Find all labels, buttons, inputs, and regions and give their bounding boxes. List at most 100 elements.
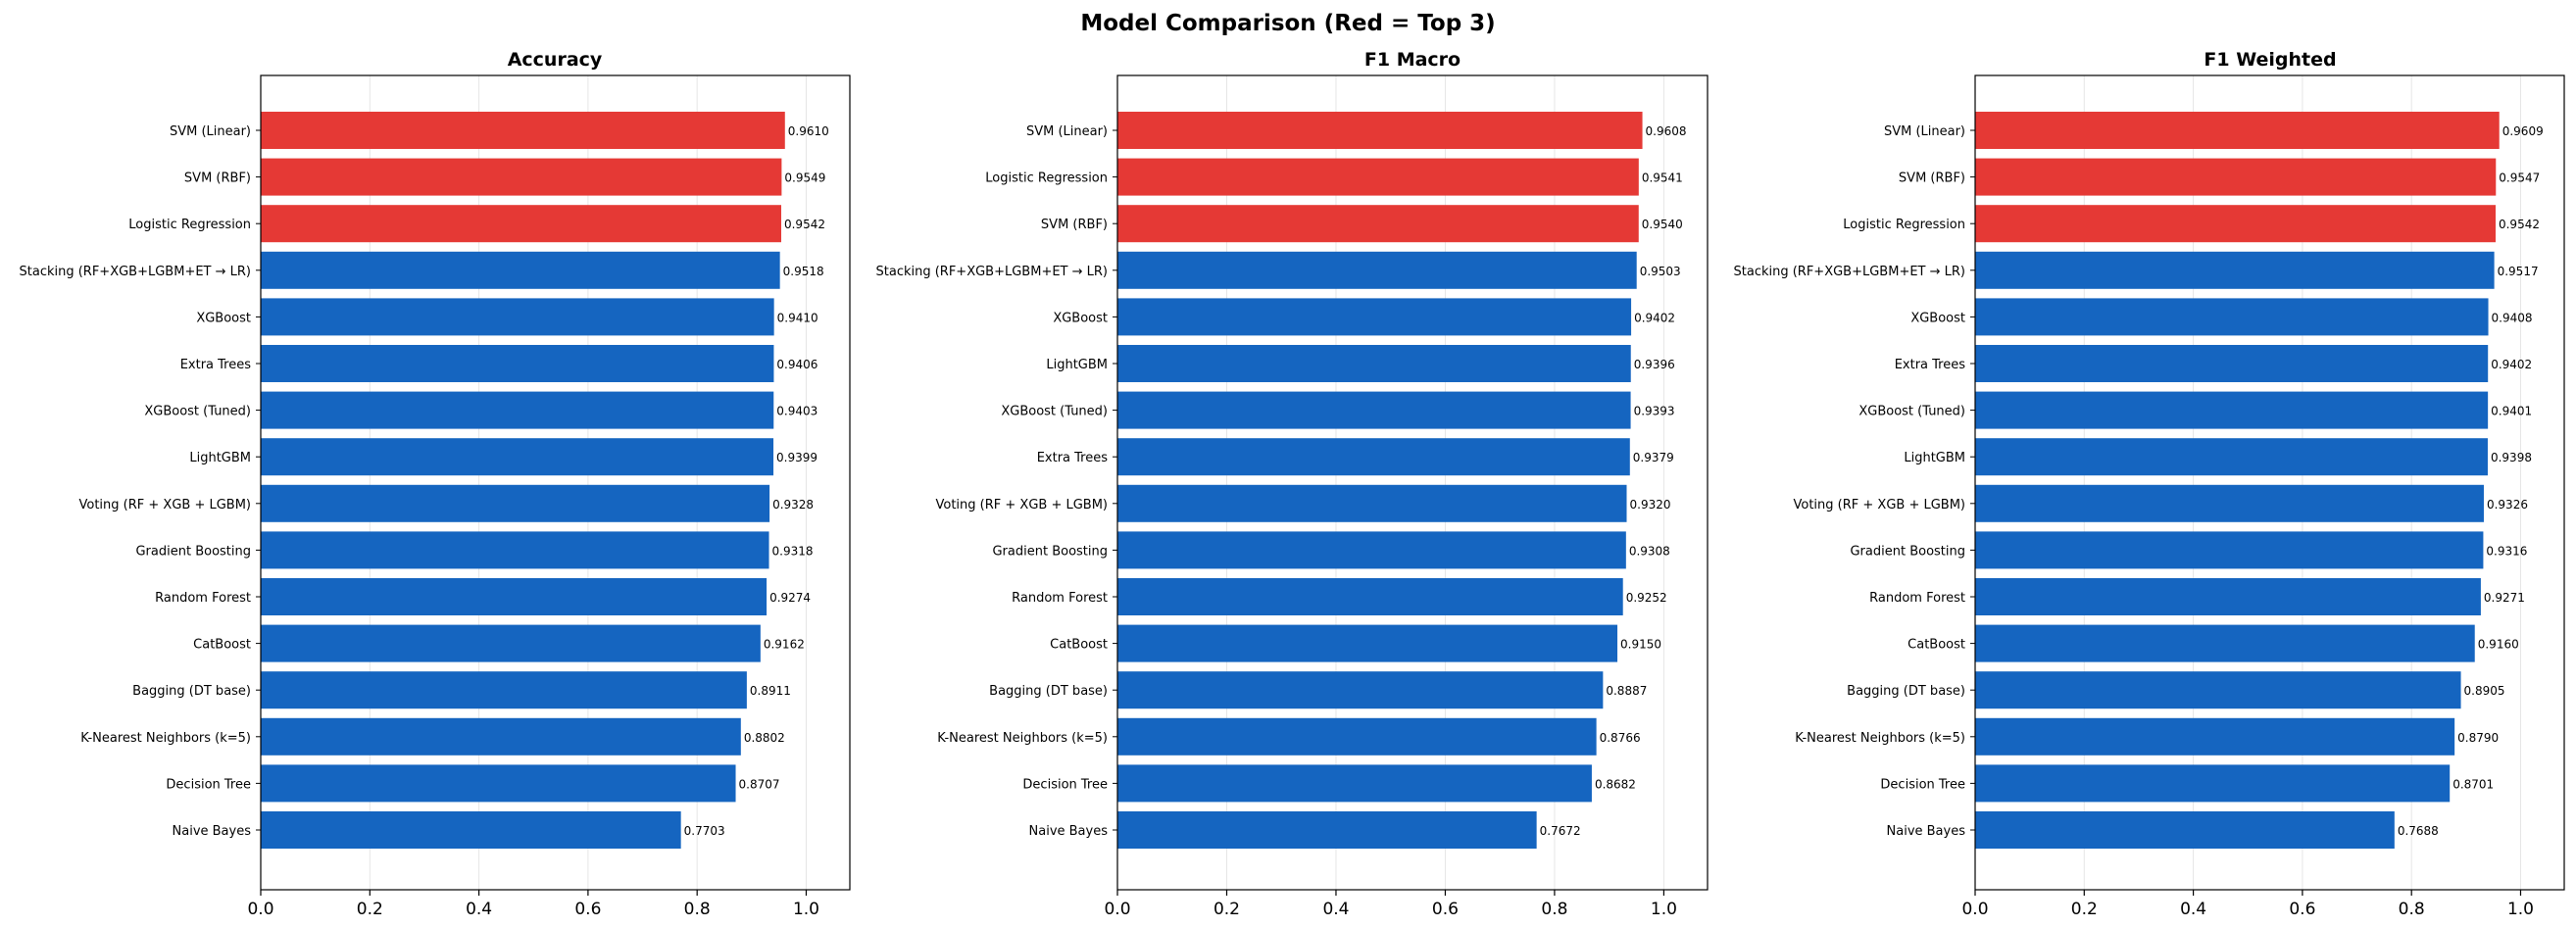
data-label: 0.9398: [2491, 451, 2532, 464]
x-tick-label: 0.8: [1541, 900, 1567, 919]
bar: [1117, 438, 1630, 476]
data-label: 0.9406: [776, 358, 817, 371]
x-tick-label: 0.0: [1104, 900, 1130, 919]
category-label: Stacking (RF+XGB+LGBM+ET → LR): [876, 265, 1109, 279]
bar: [261, 671, 747, 709]
category-label: SVM (RBF): [1899, 171, 1965, 186]
category-label: XGBoost (Tuned): [144, 405, 251, 419]
panel-title-f1-macro: F1 Macro: [1364, 49, 1461, 71]
data-label: 0.9399: [776, 451, 817, 464]
bar: [1117, 531, 1626, 569]
category-label: Gradient Boosting: [992, 544, 1108, 559]
category-label: Decision Tree: [1022, 777, 1108, 792]
data-label: 0.9542: [2499, 218, 2540, 231]
data-label: 0.9162: [764, 638, 805, 652]
bar: [1117, 391, 1631, 429]
data-label: 0.9547: [2499, 171, 2540, 185]
data-label: 0.9403: [776, 405, 817, 418]
category-label: SVM (Linear): [170, 124, 251, 139]
data-label: 0.9540: [1642, 218, 1683, 231]
bar: [261, 764, 736, 803]
x-tick-label: 0.4: [1322, 900, 1349, 919]
category-label: Stacking (RF+XGB+LGBM+ET → LR): [1734, 265, 1966, 279]
bar: [1975, 811, 2395, 849]
category-label: K-Nearest Neighbors (k=5): [80, 731, 251, 746]
data-label: 0.8701: [2452, 777, 2494, 791]
data-label: 0.9271: [2484, 591, 2525, 605]
bar: [1975, 484, 2484, 522]
data-label: 0.9518: [783, 265, 824, 278]
data-label: 0.7703: [684, 824, 725, 838]
x-tick-label: 0.2: [2071, 900, 2098, 919]
data-label: 0.8802: [744, 731, 785, 745]
bar: [261, 345, 774, 382]
data-label: 0.9408: [2492, 311, 2533, 324]
bar: [1117, 298, 1632, 336]
bar: [1117, 811, 1537, 849]
x-tick-label: 0.6: [574, 900, 601, 919]
category-label: K-Nearest Neighbors (k=5): [937, 731, 1108, 746]
data-label: 0.9402: [2491, 358, 2532, 371]
panel-title-accuracy: Accuracy: [508, 49, 603, 71]
x-tick-label: 0.0: [1961, 900, 1988, 919]
bar: [1975, 345, 2489, 382]
bar: [1975, 764, 2451, 803]
bar: [261, 158, 782, 196]
data-label: 0.9160: [2478, 638, 2519, 652]
bar: [261, 531, 769, 569]
bar: [1975, 438, 2488, 476]
data-label: 0.9549: [784, 171, 825, 185]
data-label: 0.8766: [1600, 731, 1641, 745]
bar: [1117, 624, 1618, 662]
data-label: 0.9150: [1620, 638, 1661, 652]
data-label: 0.9316: [2486, 544, 2527, 558]
data-label: 0.9379: [1633, 451, 1674, 464]
bar: [1117, 251, 1637, 289]
category-label: Stacking (RF+XGB+LGBM+ET → LR): [20, 265, 252, 279]
data-label: 0.9517: [2498, 265, 2539, 278]
bar: [1975, 531, 2484, 569]
axes-frame: [1116, 74, 1709, 891]
category-label: Gradient Boosting: [135, 544, 251, 559]
category-label: Voting (RF + XGB + LGBM): [936, 498, 1109, 512]
data-label: 0.9608: [1646, 124, 1687, 138]
x-tick-label: 1.0: [793, 900, 819, 919]
data-label: 0.9542: [784, 218, 825, 231]
category-label: SVM (Linear): [1026, 124, 1108, 139]
panel-f1-weighted: F1 Weighted SVM (Linear) 0.9609 SVM (RBF) 0…: [1734, 49, 2565, 919]
data-label: 0.8682: [1595, 777, 1636, 791]
category-label: LightGBM: [1904, 451, 1965, 465]
category-label: Naive Bayes: [1029, 824, 1109, 839]
category-label: Decision Tree: [166, 777, 251, 792]
data-label: 0.9318: [772, 544, 814, 558]
bar: [1975, 251, 2495, 289]
data-label: 0.9401: [2491, 405, 2532, 418]
category-label: Random Forest: [1012, 591, 1108, 606]
data-label: 0.9393: [1634, 405, 1675, 418]
x-tick-label: 0.8: [2399, 900, 2425, 919]
bar: [1117, 764, 1592, 803]
axes-frame: [1974, 74, 2565, 891]
bar: [261, 438, 774, 476]
x-tick-label: 0.0: [247, 900, 273, 919]
bar: [261, 205, 781, 243]
category-label: Decision Tree: [1880, 777, 1965, 792]
panel-f1-macro: F1 Macro SVM (Linear) 0.9608 Logistic Regr…: [876, 49, 1709, 919]
category-label: CatBoost: [1907, 638, 1965, 653]
category-label: Random Forest: [1869, 591, 1965, 606]
data-label: 0.9274: [769, 591, 811, 605]
bar: [261, 484, 770, 522]
category-label: LightGBM: [1046, 358, 1108, 372]
category-label: Logistic Regression: [128, 218, 251, 232]
x-tick-label: 0.6: [2289, 900, 2315, 919]
data-label: 0.8911: [750, 684, 791, 698]
x-tick-label: 0.2: [1214, 900, 1240, 919]
bar: [1117, 578, 1623, 615]
category-label: K-Nearest Neighbors (k=5): [1795, 731, 1965, 746]
category-label: XGBoost: [1053, 311, 1108, 325]
panel-accuracy: Accuracy SVM (Linear) 0.9610 SVM (RBF) 0.95…: [20, 49, 851, 919]
bar: [261, 112, 785, 149]
category-label: Extra Trees: [1895, 358, 1966, 372]
bar: [261, 298, 774, 336]
